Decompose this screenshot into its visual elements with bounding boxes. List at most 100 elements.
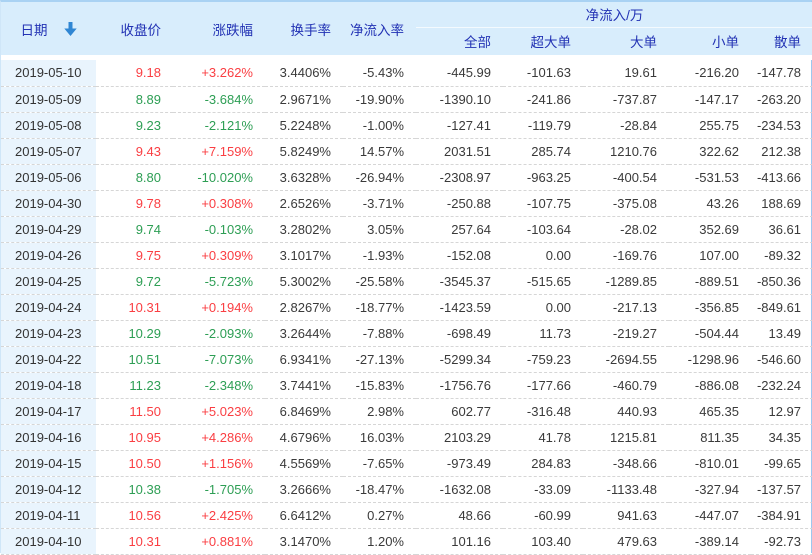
cell-close: 10.50 [96,450,173,477]
cell-turnover: 3.2802% [265,216,343,243]
cell-inflow-super: 0.00 [503,294,583,321]
cell-change: -5.723% [173,268,265,295]
cell-inflow-small: -1298.96 [669,346,751,373]
cell-inflow-super: 11.73 [503,320,583,347]
cell-inflow-large: -217.13 [583,294,669,321]
cell-inflow-small: -389.14 [669,528,751,555]
cell-inflow-large: 19.61 [583,60,669,87]
cell-inflow-retail: -850.36 [751,268,812,295]
cell-change: +0.194% [173,294,265,321]
cell-inflow-all: 602.77 [416,398,503,425]
cell-change: +0.308% [173,190,265,217]
cell-inflow-retail: 36.61 [751,216,812,243]
cell-inflow-rate: -5.43% [343,60,416,87]
cell-inflow-rate: 14.57% [343,138,416,165]
cell-inflow-rate: 0.27% [343,502,416,529]
cell-inflow-all: 101.16 [416,528,503,555]
sort-descending-icon[interactable] [63,21,77,36]
table-row: 2019-04-12 10.38 -1.705% 3.2666% -18.47% -163… [1,476,812,503]
cell-inflow-all: -2308.97 [416,164,503,191]
cell-inflow-small: -886.08 [669,372,751,399]
cell-date: 2019-04-11 [1,502,96,529]
cell-inflow-small: 43.26 [669,190,751,217]
cell-inflow-retail: 188.69 [751,190,812,217]
cell-inflow-retail: -263.20 [751,86,812,113]
column-header-date-label: 日期 [20,22,48,38]
cell-inflow-large: -375.08 [583,190,669,217]
cell-inflow-small: -447.07 [669,502,751,529]
column-header-inflow-small: 小单 [669,27,751,55]
cell-inflow-large: -219.27 [583,320,669,347]
cell-date: 2019-04-16 [1,424,96,451]
cell-inflow-super: -515.65 [503,268,583,295]
cell-inflow-retail: 34.35 [751,424,812,451]
cell-change: +2.425% [173,502,265,529]
cell-inflow-large: -28.84 [583,112,669,139]
cell-inflow-all: -1632.08 [416,476,503,503]
cell-close: 8.80 [96,164,173,191]
cell-inflow-large: -1133.48 [583,476,669,503]
cell-close: 9.23 [96,112,173,139]
cell-inflow-large: 479.63 [583,528,669,555]
table-header: 日期 收盘价 涨跌幅 换手率 净流入率 净流入/万 全部 超大单 大单 小单 散… [1,2,812,55]
cell-turnover: 6.9341% [265,346,343,373]
cell-inflow-rate: -27.13% [343,346,416,373]
table-row: 2019-04-26 9.75 +0.309% 3.1017% -1.93% -152.0… [1,242,812,269]
cell-turnover: 3.1470% [265,528,343,555]
cell-inflow-rate: 3.05% [343,216,416,243]
column-header-inflow-super: 超大单 [503,27,583,55]
cell-inflow-retail: -546.60 [751,346,812,373]
table-row: 2019-05-06 8.80 -10.020% 3.6328% -26.94% -230… [1,164,812,191]
cell-date: 2019-04-22 [1,346,96,373]
cell-inflow-rate: -15.83% [343,372,416,399]
cell-date: 2019-04-18 [1,372,96,399]
cell-close: 10.56 [96,502,173,529]
cell-inflow-small: 352.69 [669,216,751,243]
cell-turnover: 4.5569% [265,450,343,477]
cell-inflow-all: -1390.10 [416,86,503,113]
cell-inflow-large: 440.93 [583,398,669,425]
cell-inflow-large: -348.66 [583,450,669,477]
column-header-inflow-large: 大单 [583,27,669,55]
cell-inflow-large: -2694.55 [583,346,669,373]
cell-inflow-all: 257.64 [416,216,503,243]
cell-close: 9.72 [96,268,173,295]
cell-inflow-super: 41.78 [503,424,583,451]
cell-inflow-super: 0.00 [503,242,583,269]
cell-inflow-super: -107.75 [503,190,583,217]
cell-inflow-retail: -234.53 [751,112,812,139]
cell-inflow-small: 322.62 [669,138,751,165]
cell-date: 2019-04-30 [1,190,96,217]
table-row: 2019-04-17 11.50 +5.023% 6.8469% 2.98% 602.77… [1,398,812,425]
cell-inflow-retail: 12.97 [751,398,812,425]
cell-inflow-rate: 16.03% [343,424,416,451]
column-header-inflow-all: 全部 [416,27,503,55]
cell-close: 10.51 [96,346,173,373]
cell-turnover: 2.9671% [265,86,343,113]
cell-inflow-rate: -26.94% [343,164,416,191]
table-row: 2019-04-25 9.72 -5.723% 5.3002% -25.58% -3545… [1,268,812,295]
cell-close: 10.31 [96,294,173,321]
table-row: 2019-04-10 10.31 +0.881% 3.1470% 1.20% 101.16… [1,528,812,555]
column-header-date[interactable]: 日期 [1,2,96,55]
cell-inflow-all: -445.99 [416,60,503,87]
cell-inflow-large: -169.76 [583,242,669,269]
cell-close: 9.43 [96,138,173,165]
cell-change: -10.020% [173,164,265,191]
cell-change: -1.705% [173,476,265,503]
cell-close: 11.23 [96,372,173,399]
cell-inflow-all: -1423.59 [416,294,503,321]
cell-inflow-super: -241.86 [503,86,583,113]
cell-inflow-retail: 212.38 [751,138,812,165]
cell-date: 2019-04-10 [1,528,96,555]
cell-inflow-all: -3545.37 [416,268,503,295]
cell-change: -7.073% [173,346,265,373]
cell-change: +1.156% [173,450,265,477]
cell-inflow-rate: -7.88% [343,320,416,347]
cell-change: +4.286% [173,424,265,451]
table-row: 2019-04-23 10.29 -2.093% 3.2644% -7.88% -698.… [1,320,812,347]
column-header-inflow-retail: 散单 [751,27,812,55]
cell-close: 8.89 [96,86,173,113]
table-row: 2019-05-09 8.89 -3.684% 2.9671% -19.90% -1390… [1,86,812,113]
